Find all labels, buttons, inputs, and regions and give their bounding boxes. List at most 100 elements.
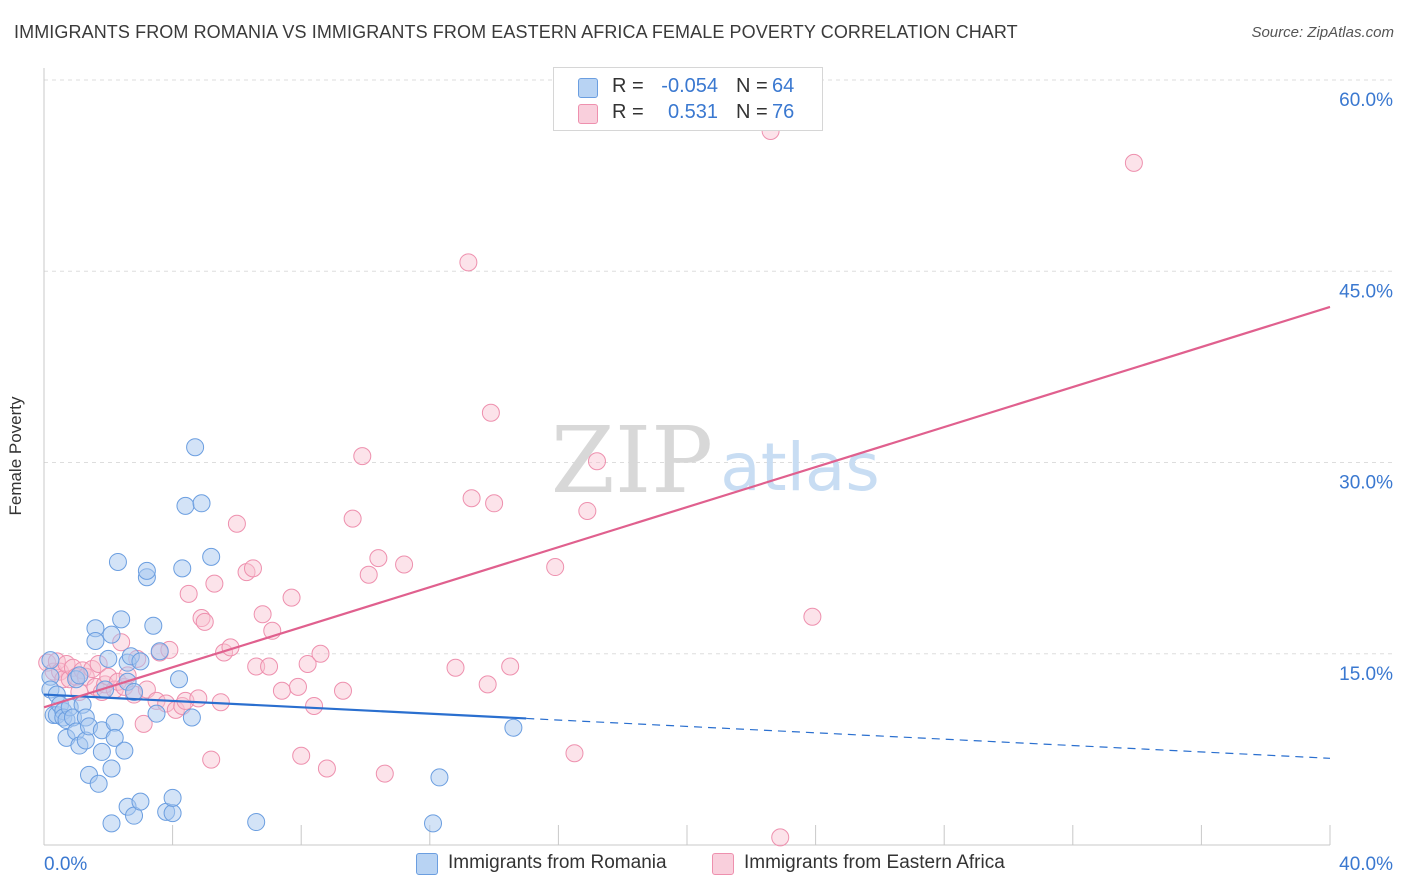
series-legend: Immigrants from Romania Immigrants from … <box>0 852 1406 878</box>
data-point-eastern-africa <box>292 746 311 765</box>
data-point-eastern-africa <box>205 574 224 593</box>
trend-line-romania <box>43 693 527 720</box>
data-point-romania <box>247 813 266 832</box>
data-point-eastern-africa <box>189 689 208 708</box>
data-point-romania <box>86 632 105 650</box>
data-point-romania <box>112 610 131 629</box>
legend-swatch-eafrica <box>712 853 734 875</box>
watermark: ZIP atlas <box>551 407 880 514</box>
data-point-eastern-africa <box>202 750 221 769</box>
data-point-romania <box>424 814 443 833</box>
data-point-eastern-africa <box>272 681 291 700</box>
data-point-eastern-africa <box>298 654 317 673</box>
data-point-eastern-africa <box>462 489 481 508</box>
data-point-eastern-africa <box>353 447 372 466</box>
legend-label-romania: Immigrants from Romania <box>448 852 667 873</box>
n-label: N = <box>736 101 768 123</box>
data-point-eastern-africa <box>565 744 584 763</box>
y-tick-label: 30.0% <box>1339 473 1393 494</box>
data-point-eastern-africa <box>179 584 198 603</box>
data-point-eastern-africa <box>501 657 520 676</box>
data-point-romania <box>504 718 523 737</box>
n-label: N = <box>736 75 768 97</box>
data-point-eastern-africa <box>546 558 565 577</box>
y-tick-label: 15.0% <box>1339 664 1393 685</box>
data-point-eastern-africa <box>587 452 606 471</box>
data-point-eastern-africa <box>771 828 790 847</box>
y-tick-label: 60.0% <box>1339 90 1393 111</box>
data-point-romania <box>89 774 108 793</box>
data-point-eastern-africa <box>288 677 307 696</box>
data-point-eastern-africa <box>375 764 394 783</box>
legend-swatch-romania <box>416 853 438 875</box>
r-label: R = <box>612 75 644 97</box>
data-point-eastern-africa <box>253 605 272 624</box>
data-point-romania <box>125 683 144 701</box>
data-point-romania <box>192 494 211 513</box>
data-point-eastern-africa <box>343 509 362 528</box>
data-point-romania <box>182 708 201 727</box>
data-point-romania <box>173 559 192 578</box>
legend-row-eafrica: R = 0.531 N = 76 <box>554 101 822 127</box>
trend-line-romania-extrapolated <box>526 717 1331 759</box>
data-point-romania <box>102 759 121 778</box>
data-point-romania <box>202 547 221 566</box>
data-point-eastern-africa <box>395 555 414 574</box>
x-tick-label: 0.0% <box>44 854 87 875</box>
eastern-africa-points <box>38 122 1143 847</box>
data-point-romania <box>430 768 449 787</box>
data-point-eastern-africa <box>578 501 597 520</box>
data-point-romania <box>131 652 150 671</box>
legend-swatch-romania <box>578 78 598 98</box>
data-point-eastern-africa <box>311 644 330 663</box>
data-point-eastern-africa <box>1124 153 1143 172</box>
romania-points <box>41 438 523 833</box>
data-point-eastern-africa <box>282 588 301 607</box>
data-point-eastern-africa <box>260 657 279 676</box>
data-point-eastern-africa <box>481 403 500 422</box>
data-point-romania <box>131 792 150 811</box>
data-point-eastern-africa <box>446 658 465 677</box>
data-point-romania <box>170 670 189 689</box>
data-point-romania <box>108 552 127 571</box>
source-credit: Source: ZipAtlas.com <box>1251 24 1394 41</box>
trend-lines <box>43 305 1331 759</box>
data-point-romania <box>144 616 163 635</box>
n-value: 64 <box>772 75 795 97</box>
data-point-eastern-africa <box>243 559 262 578</box>
data-point-eastern-africa <box>485 494 504 513</box>
data-point-romania <box>99 649 118 668</box>
data-point-eastern-africa <box>333 681 352 700</box>
data-point-eastern-africa <box>247 657 266 676</box>
data-point-romania <box>147 704 166 723</box>
legend-row-romania: R = -0.054 N = 64 <box>554 75 822 101</box>
data-point-eastern-africa <box>317 759 336 778</box>
data-point-romania <box>70 666 89 685</box>
data-point-eastern-africa <box>305 697 324 716</box>
data-point-romania <box>105 728 124 747</box>
data-point-eastern-africa <box>227 514 246 533</box>
data-point-romania <box>115 741 134 760</box>
correlation-legend: R = -0.054 N = 64 R = 0.531 N = 76 <box>553 67 823 131</box>
data-point-eastern-africa <box>369 549 388 568</box>
data-point-romania <box>163 804 182 823</box>
data-point-eastern-africa <box>803 607 822 626</box>
data-point-romania <box>92 742 111 761</box>
data-point-romania <box>41 651 60 670</box>
y-tick-label: 45.0% <box>1339 281 1393 302</box>
r-value: -0.054 <box>661 75 718 97</box>
axes <box>43 68 1331 846</box>
data-point-romania <box>176 496 195 515</box>
tick-labels: 15.0% 30.0% 45.0% 60.0% 0.0% 40.0% <box>44 90 1393 875</box>
trend-line-eastern-africa <box>43 305 1331 709</box>
x-tick-label: 40.0% <box>1339 854 1393 875</box>
legend-label-eafrica: Immigrants from Eastern Africa <box>744 852 1005 873</box>
data-point-romania <box>186 438 205 457</box>
data-point-eastern-africa <box>134 714 153 733</box>
data-point-romania <box>102 814 121 833</box>
data-point-romania <box>163 788 182 807</box>
data-point-eastern-africa <box>195 612 214 631</box>
data-point-romania <box>137 561 156 580</box>
watermark-zip: ZIP <box>551 407 713 514</box>
